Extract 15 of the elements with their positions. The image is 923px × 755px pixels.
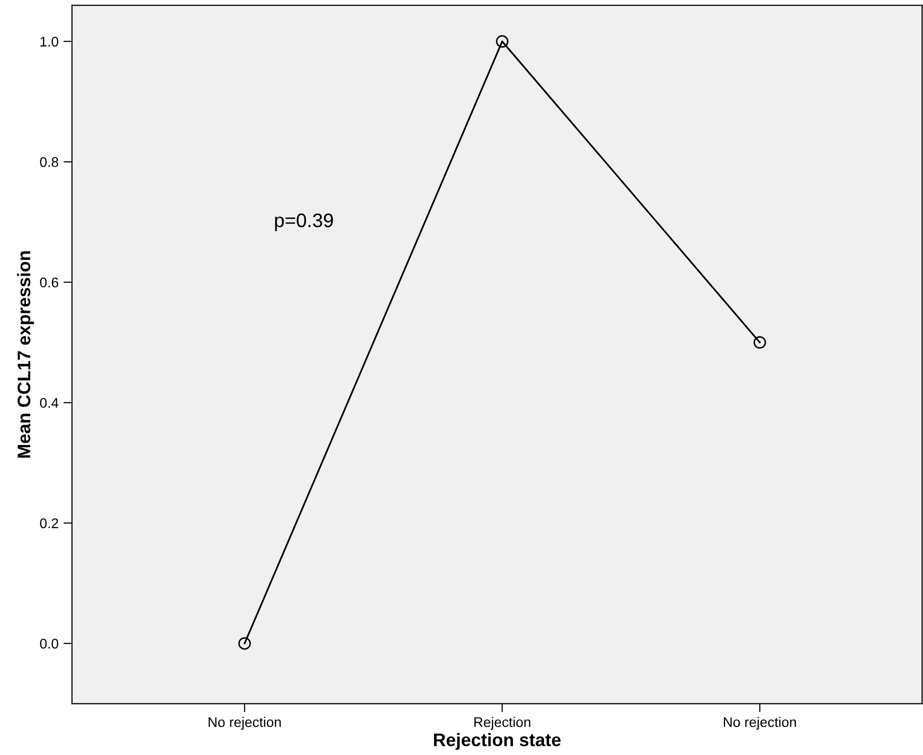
y-tick-label: 0.6 <box>40 278 58 288</box>
annotation: p=0.39 <box>275 213 333 232</box>
y-tick-label: 0.2 <box>40 518 58 528</box>
x-tick-label: No rejection <box>208 716 281 730</box>
point <box>754 336 766 349</box>
x-axis-title: Rejection state <box>434 732 561 750</box>
y-tick-label: 0.4 <box>40 398 58 408</box>
y-axis-title: Mean CCL17 expression <box>17 251 34 458</box>
y-tick-label: 0.0 <box>40 638 58 649</box>
x-tick-label: Rejection <box>474 716 530 730</box>
y-tick-label: 1.0 <box>40 36 58 47</box>
x-tick-label: No rejection <box>724 716 796 730</box>
point <box>496 35 508 48</box>
point <box>238 637 251 650</box>
y-tick-label: 0.8 <box>40 157 58 167</box>
